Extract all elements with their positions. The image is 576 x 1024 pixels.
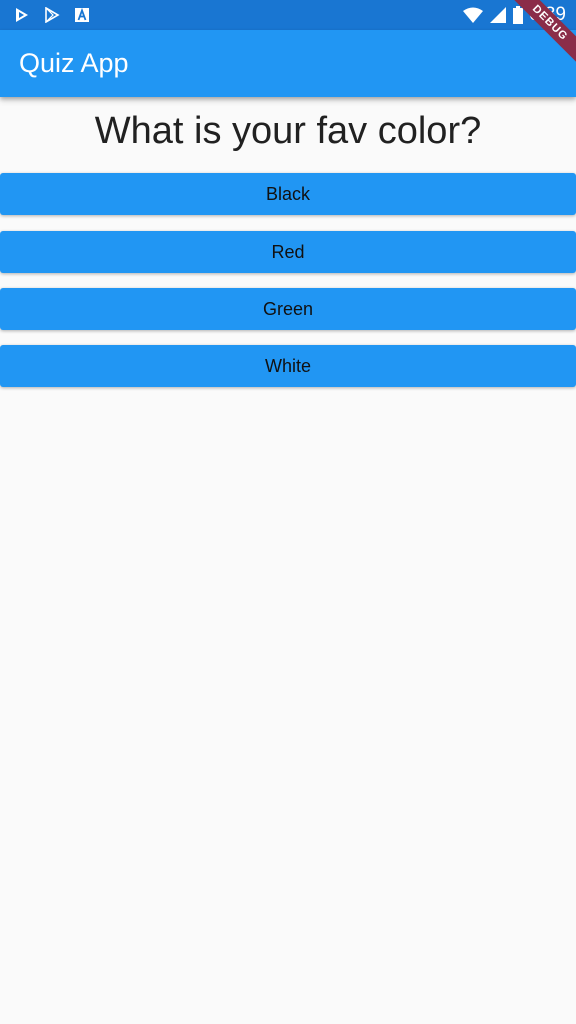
answer-button-black[interactable]: Black — [0, 173, 576, 215]
battery-icon — [513, 6, 524, 24]
answer-button-red[interactable]: Red — [0, 231, 576, 273]
app-bar: Quiz App — [0, 30, 576, 97]
play-store-icon — [16, 8, 28, 22]
cellular-signal-icon — [490, 7, 507, 23]
wifi-icon — [463, 7, 484, 23]
question-text: What is your fav color? — [94, 110, 482, 152]
app-title: Quiz App — [19, 48, 129, 78]
status-bar: 6:39 — [0, 0, 576, 30]
play-store-icon — [45, 7, 60, 23]
app-a-icon — [75, 7, 89, 22]
answer-button-green[interactable]: Green — [0, 288, 576, 330]
notification-icons — [14, 7, 90, 23]
answer-button-white[interactable]: White — [0, 345, 576, 387]
